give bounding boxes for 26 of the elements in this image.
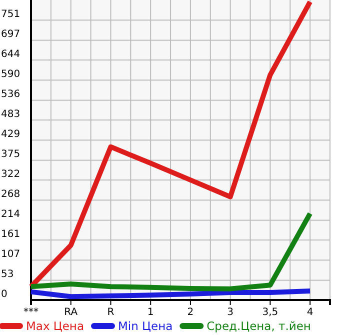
x-tick-label: 1 — [147, 307, 154, 318]
x-tick-label: 2 — [187, 307, 194, 318]
x-tick-label: 4 — [306, 307, 314, 318]
y-tick-label: 107 — [1, 249, 20, 260]
x-tick-label: *** — [24, 307, 38, 318]
y-tick-label: 536 — [1, 89, 20, 100]
legend-label: Сред.Цена, т.йен — [206, 319, 311, 333]
y-tick-label: 0 — [1, 289, 8, 300]
y-tick-label: 268 — [1, 189, 20, 200]
x-tick-label: R — [107, 307, 114, 318]
y-tick-label: 697 — [1, 29, 20, 40]
y-tick-label: 214 — [1, 209, 20, 220]
y-tick-label: 590 — [1, 69, 20, 80]
y-tick-label: 483 — [1, 109, 20, 120]
y-tick-label: 161 — [1, 229, 20, 240]
y-tick-label: 429 — [1, 129, 20, 140]
x-tick-label: 3 — [227, 307, 234, 318]
y-tick-label: 751 — [1, 9, 20, 20]
x-tick-label: RA — [64, 307, 78, 318]
y-tick-label: 322 — [1, 169, 20, 180]
legend-label: Max Цена — [26, 319, 84, 333]
y-tick-label: 53 — [1, 269, 14, 280]
x-tick-label: 3,5 — [262, 307, 278, 318]
legend-label: Min Цена — [118, 319, 173, 333]
y-tick-label: 375 — [1, 149, 20, 160]
y-tick-label: 644 — [1, 49, 20, 60]
